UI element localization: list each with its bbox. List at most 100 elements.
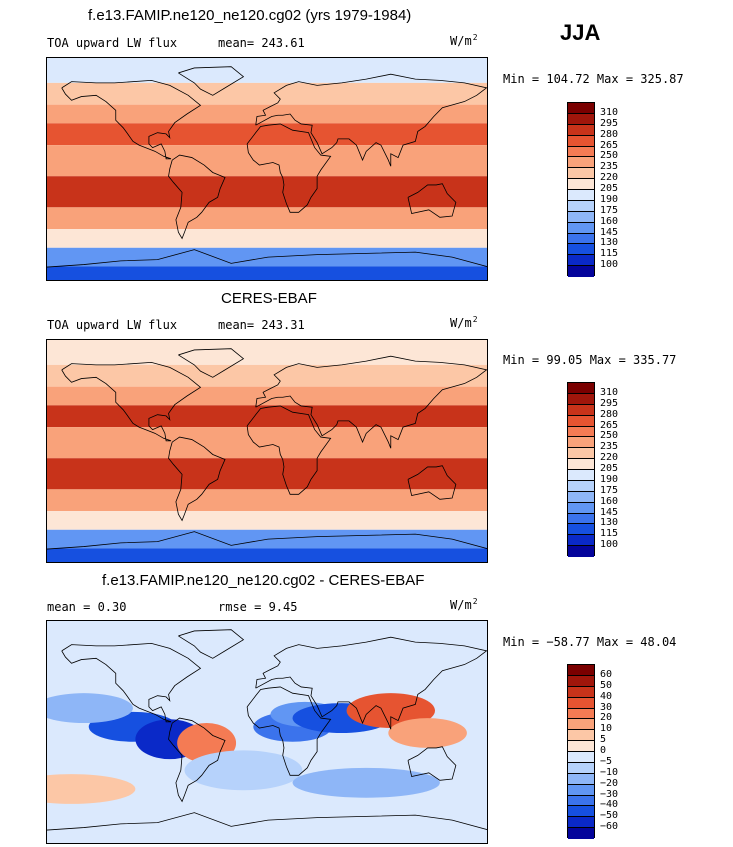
colorbar-tick-label: 145 (600, 226, 619, 238)
colorbar-box (568, 200, 594, 212)
coastline (246, 686, 332, 776)
zonal-band (47, 145, 487, 177)
colorbar-tick-label: 310 (600, 106, 619, 118)
panel-3-mean-label: mean = 0.30 (47, 600, 127, 614)
colorbar-box (568, 708, 594, 720)
colorbar-box (568, 393, 594, 405)
colorbar-box (568, 491, 594, 503)
coastline (61, 642, 202, 723)
panel-3-minmax: Min = −58.77 Max = 48.04 (503, 635, 677, 649)
panel-3-map (46, 620, 488, 844)
colorbar-box (568, 470, 594, 481)
panel-3-field (47, 621, 487, 843)
colorbar-tick-label: 220 (600, 452, 619, 464)
colorbar-box (568, 665, 594, 676)
colorbar-tick-label: −20 (600, 777, 619, 789)
colorbar-box (568, 730, 594, 742)
colorbar-tick-label: 175 (600, 484, 619, 496)
coastline (168, 436, 226, 522)
anomaly-region (184, 750, 303, 791)
colorbar-box (568, 546, 594, 557)
panel-2-minmax: Min = 99.05 Max = 335.77 (503, 353, 677, 367)
colorbar-tick-label: 40 (600, 690, 613, 702)
panel-1-map (46, 57, 488, 281)
colorbar-box (568, 233, 594, 245)
colorbar-tick-label: 280 (600, 128, 619, 140)
colorbar-box (568, 513, 594, 525)
coastline (47, 531, 487, 550)
coastline (178, 66, 245, 96)
zonal-band (47, 123, 487, 146)
anomaly-region (292, 767, 440, 798)
panel-1-mean-label: mean= 243.61 (218, 36, 305, 50)
zonal-band (47, 511, 487, 530)
colorbar-box (568, 697, 594, 709)
panel-2-field (47, 340, 487, 562)
zonal-band (47, 176, 487, 208)
colorbar-box (568, 404, 594, 416)
coastline (255, 355, 487, 449)
panel-2-mean-label: mean= 243.31 (218, 318, 305, 332)
anomaly-region (47, 693, 133, 724)
colorbar-tick-label: 160 (600, 215, 619, 227)
zonal-band (47, 458, 487, 490)
colorbar-tick-label: 60 (600, 668, 613, 680)
panel-2-colorbar (567, 382, 595, 557)
colorbar-tick-label: 235 (600, 441, 619, 453)
colorbar-tick-label: 250 (600, 150, 619, 162)
panel-2-map (46, 339, 488, 563)
colorbar-tick-label: 220 (600, 172, 619, 184)
coastline (246, 123, 332, 213)
panel-1-minmax: Min = 104.72 Max = 325.87 (503, 72, 684, 86)
colorbar-box (568, 146, 594, 158)
colorbar-tick-label: 30 (600, 701, 613, 713)
colorbar-box (568, 113, 594, 125)
colorbar-box (568, 806, 594, 818)
panel-2-left-label: TOA upward LW flux (47, 318, 178, 332)
colorbar-tick-label: 115 (600, 248, 619, 260)
coastline (255, 73, 487, 167)
colorbar-box (568, 480, 594, 492)
field-layer (47, 58, 487, 280)
panel-3-units: W/m2 (450, 597, 478, 612)
colorbar-tick-label: −30 (600, 788, 619, 800)
coastline (178, 629, 245, 659)
panel-3-title: f.e13.FAMIP.ne120_ne120.cg02 - CERES-EBA… (102, 572, 425, 589)
colorbar-tick-label: 100 (600, 539, 619, 551)
zonal-band (47, 427, 487, 459)
zonal-band (47, 229, 487, 248)
zonal-band (47, 207, 487, 230)
coastline (168, 154, 226, 240)
panel-3-colorbar (567, 664, 595, 839)
colorbar-tick-label: 205 (600, 183, 619, 194)
colorbar-box (568, 244, 594, 256)
colorbar-box (568, 784, 594, 796)
zonal-band (47, 364, 487, 387)
zonal-band (47, 266, 487, 280)
colorbar-tick-label: 100 (600, 259, 619, 271)
colorbar-box (568, 762, 594, 774)
panel-1-colorbar (567, 102, 595, 277)
zonal-band (47, 104, 487, 124)
colorbar-tick-label: 250 (600, 430, 619, 442)
colorbar-box (568, 415, 594, 427)
coastline (407, 746, 457, 781)
colorbar-box (568, 124, 594, 136)
field-layer (47, 621, 487, 843)
colorbar-tick-label: −40 (600, 799, 619, 811)
colorbar-tick-label: 130 (600, 237, 619, 249)
coastline (407, 465, 457, 500)
panel-1-field (47, 58, 487, 280)
colorbar-tick-label: 265 (600, 419, 619, 431)
coastline (61, 361, 202, 442)
colorbar-box (568, 211, 594, 223)
colorbar-tick-label: 160 (600, 495, 619, 507)
colorbar-box (568, 135, 594, 147)
colorbar-tick-label: 175 (600, 204, 619, 216)
colorbar-tick-label: 190 (600, 193, 619, 205)
colorbar-box (568, 535, 594, 547)
panel-3-rmse-label: rmse = 9.45 (218, 600, 298, 614)
field-layer (47, 340, 487, 562)
colorbar-box (568, 383, 594, 394)
panel-1-units: W/m2 (450, 33, 478, 48)
